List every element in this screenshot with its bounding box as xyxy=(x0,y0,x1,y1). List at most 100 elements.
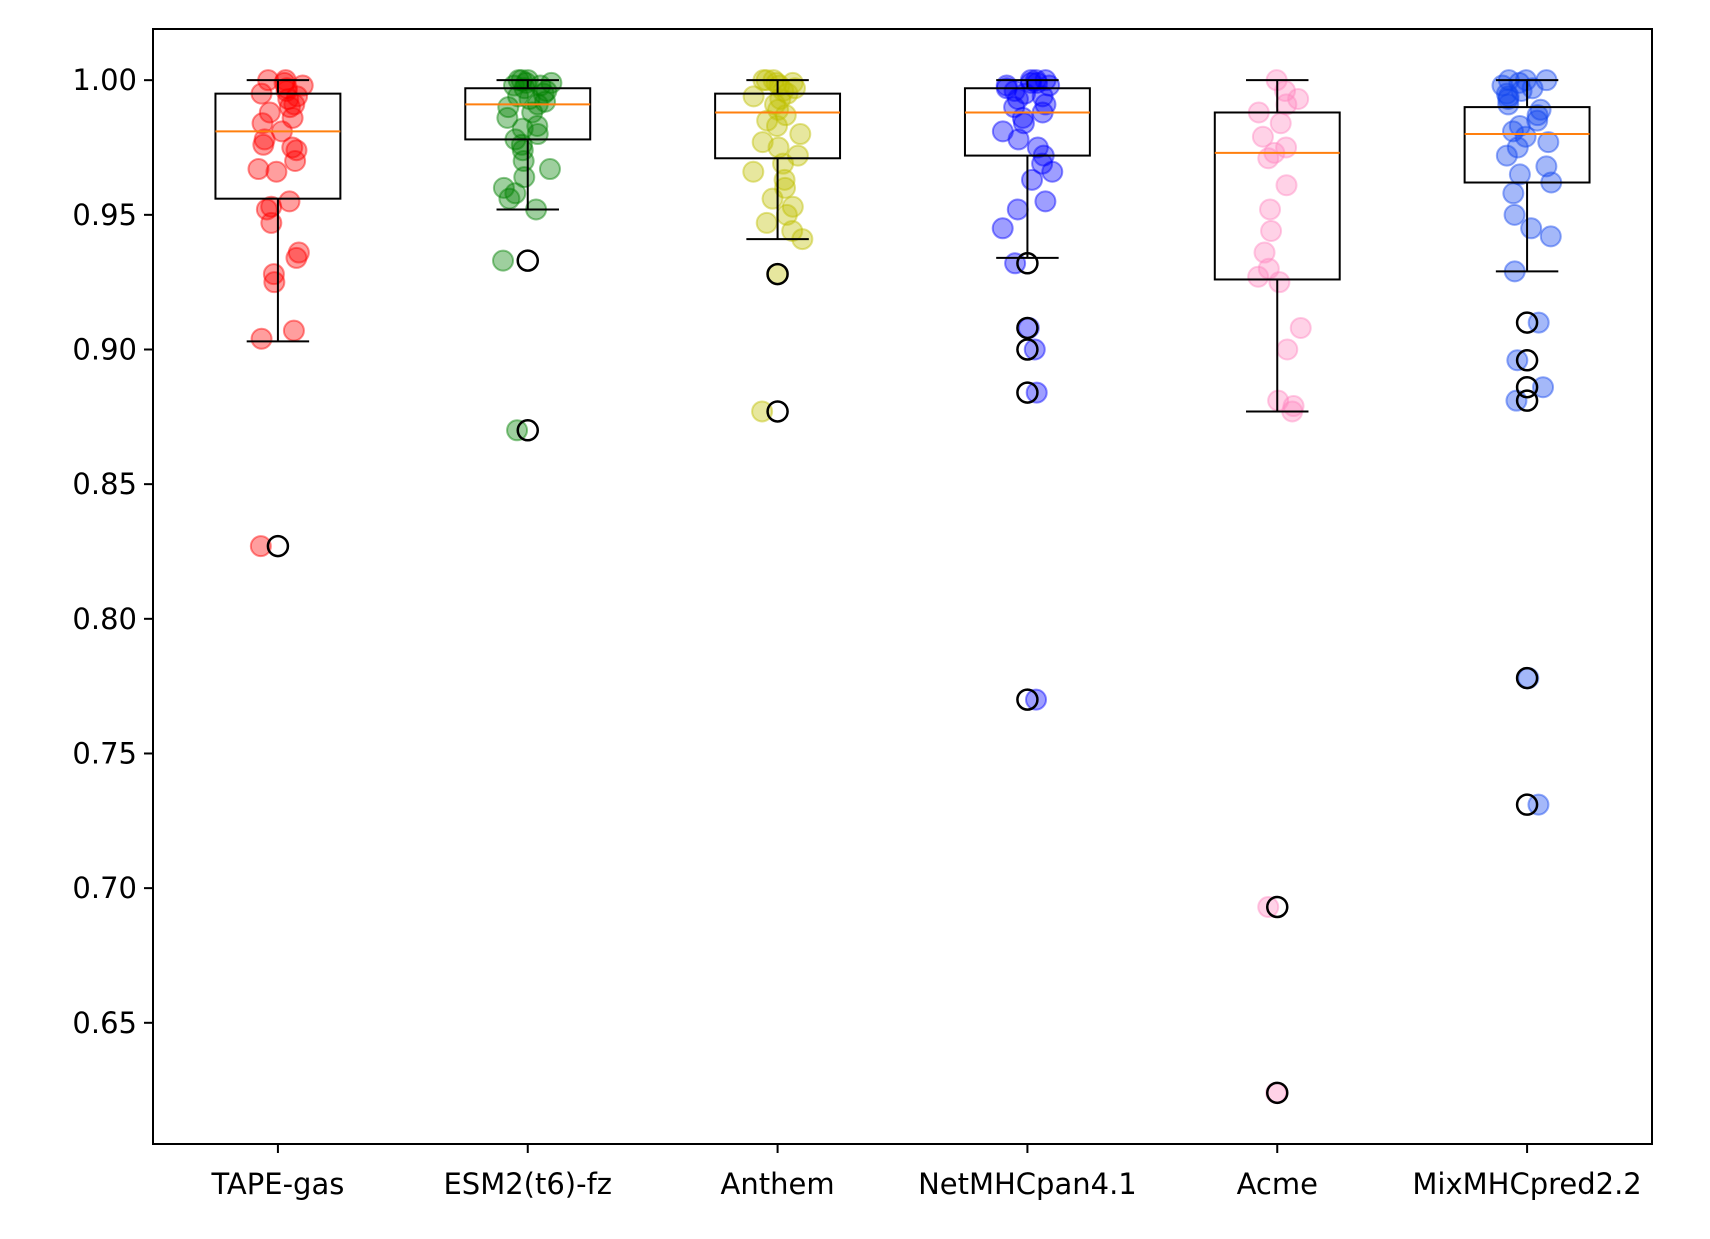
data-point xyxy=(1508,163,1531,186)
data-point xyxy=(253,128,276,151)
data-point xyxy=(1514,125,1537,148)
data-point xyxy=(991,217,1014,240)
data-point xyxy=(789,123,812,146)
data-point xyxy=(258,101,281,124)
outlier-marker xyxy=(1515,311,1539,334)
data-point xyxy=(1497,93,1520,116)
data-point xyxy=(281,136,304,159)
data-point xyxy=(251,112,274,135)
data-point xyxy=(284,149,307,172)
data-point xyxy=(774,176,797,199)
data-point xyxy=(1526,104,1549,127)
data-point xyxy=(773,168,796,191)
data-point xyxy=(265,160,288,183)
x-tick-label: Anthem xyxy=(721,1167,835,1201)
data-point xyxy=(1527,311,1550,334)
data-point xyxy=(281,106,304,129)
y-tick-label: 0.75 xyxy=(72,736,137,770)
data-point xyxy=(1532,376,1555,399)
outlier-marker xyxy=(1515,793,1539,816)
data-point xyxy=(492,176,515,199)
data-point xyxy=(1276,338,1299,361)
data-point xyxy=(751,400,774,423)
data-point xyxy=(498,187,521,210)
data-point xyxy=(1289,316,1312,339)
y-tick-label: 0.95 xyxy=(72,198,137,232)
data-point xyxy=(538,158,561,181)
series-group xyxy=(714,69,842,423)
data-point xyxy=(1495,82,1518,105)
data-point xyxy=(1031,152,1054,175)
outlier-marker xyxy=(266,534,290,558)
x-tick-label: MixMHCpred2.2 xyxy=(1412,1167,1641,1201)
data-point xyxy=(1529,98,1552,121)
data-point xyxy=(1275,93,1298,116)
series-group xyxy=(963,69,1091,711)
x-tick-label: Acme xyxy=(1237,1167,1318,1201)
data-point xyxy=(1268,271,1291,294)
y-tick-label: 0.65 xyxy=(72,1006,137,1040)
y-axis: 0.65 0.70 0.75 0.80 0.85 0.90 0.95 1.00 xyxy=(72,63,153,1040)
data-point xyxy=(278,190,301,213)
data-point xyxy=(761,187,784,210)
data-point xyxy=(282,319,305,342)
data-point xyxy=(742,85,765,108)
data-point xyxy=(496,106,519,129)
iqr-box xyxy=(214,92,342,200)
iqr-box xyxy=(464,87,592,141)
y-tick-label: 0.90 xyxy=(72,332,137,366)
data-point xyxy=(1259,198,1282,221)
outlier-marker xyxy=(1266,895,1289,919)
data-point xyxy=(497,96,520,119)
data-point xyxy=(1537,131,1560,154)
data-point xyxy=(1502,182,1525,205)
iqr-box xyxy=(1213,111,1341,281)
outlier-marker xyxy=(1016,252,1039,275)
outlier-marker xyxy=(1016,338,1039,361)
data-point xyxy=(1269,112,1292,135)
data-point xyxy=(1539,225,1562,248)
data-point xyxy=(286,85,309,108)
plot-marks xyxy=(214,69,1591,1105)
data-point xyxy=(1034,93,1057,116)
y-tick-label: 0.85 xyxy=(72,467,137,501)
data-point xyxy=(767,98,790,121)
data-point xyxy=(263,271,286,294)
series-group xyxy=(214,69,342,558)
data-point xyxy=(1520,217,1543,240)
data-point xyxy=(534,90,557,113)
data-point xyxy=(287,241,310,264)
data-point xyxy=(1026,136,1049,159)
data-point xyxy=(526,114,549,137)
data-point xyxy=(249,535,272,558)
data-point xyxy=(1508,114,1531,137)
data-point xyxy=(1031,85,1054,108)
data-point xyxy=(1253,241,1276,264)
data-point xyxy=(250,327,273,350)
data-point xyxy=(507,85,530,108)
data-point xyxy=(521,101,544,124)
data-point xyxy=(260,195,283,218)
data-point xyxy=(1007,128,1030,151)
data-point xyxy=(1275,174,1298,197)
data-point xyxy=(1497,88,1520,111)
data-point xyxy=(765,114,788,137)
x-tick-label: ESM2(t6)-fz xyxy=(443,1167,612,1201)
data-point xyxy=(1287,88,1310,111)
data-point xyxy=(1025,688,1048,711)
data-point xyxy=(1502,120,1525,143)
outlier-marker xyxy=(1515,349,1539,372)
y-tick-label: 0.70 xyxy=(72,871,137,905)
outlier-marker xyxy=(1515,666,1539,690)
data-point xyxy=(260,211,283,234)
x-axis: TAPE-gas ESM2(t6)-fz Anthem NetMHCpan4.1 Acm… xyxy=(210,1144,1642,1201)
data-point xyxy=(513,166,536,189)
x-tick-label: NetMHCpan4.1 xyxy=(918,1167,1137,1201)
outlier-marker xyxy=(1016,688,1039,711)
data-point xyxy=(755,211,778,234)
data-point xyxy=(247,158,270,181)
data-point xyxy=(751,131,774,154)
series-group xyxy=(1213,69,1341,1105)
y-tick-label: 0.80 xyxy=(72,602,137,636)
